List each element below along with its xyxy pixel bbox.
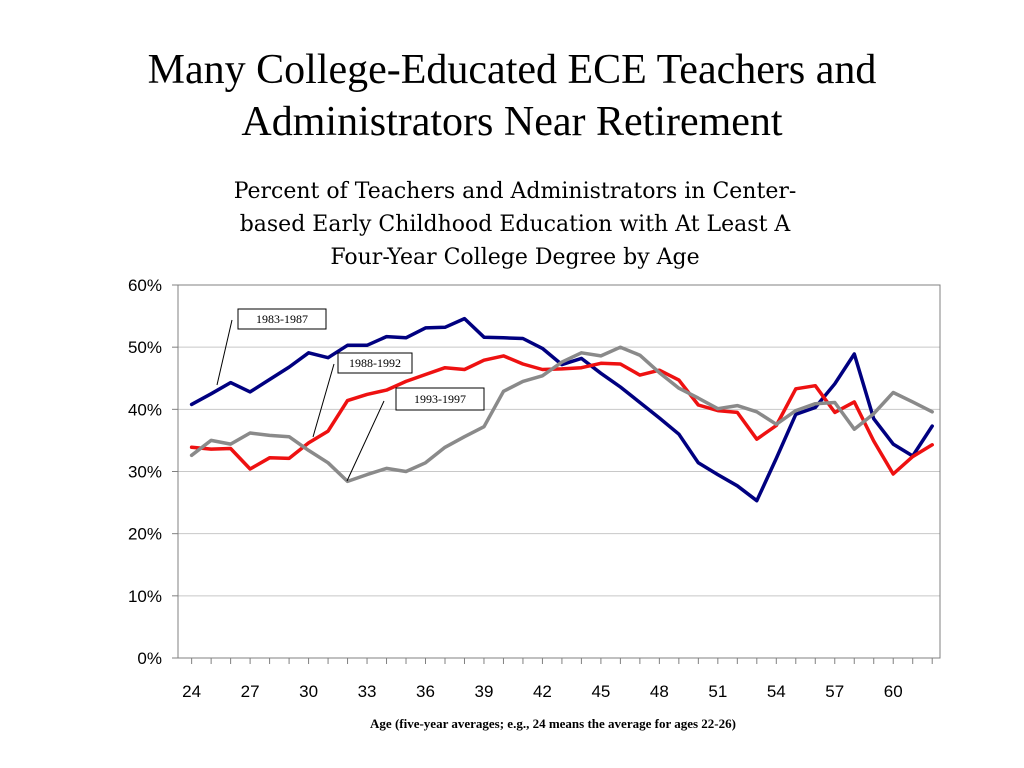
series-line-1993-1997 bbox=[189, 345, 934, 484]
annotation-label-1988-1992: 1988-1992 bbox=[349, 356, 401, 370]
axes: 0% 10% 20% 30% 40% 50% 60% 24 27 30 33 36 39 42 45 48 51… bbox=[128, 276, 933, 701]
gridlines bbox=[178, 346, 940, 597]
y-tick-label: 40% bbox=[128, 400, 162, 419]
slide-title-line-2: Administrators Near Retirement bbox=[241, 99, 783, 145]
y-tick-label: 10% bbox=[128, 587, 162, 606]
chart-title-line-1: Percent of Teachers and Administrators i… bbox=[233, 179, 797, 204]
chart-title: Percent of Teachers and Administrators i… bbox=[170, 175, 860, 274]
slide-title: Many College-Educated ECE Teachers and A… bbox=[0, 44, 1024, 148]
x-tick-label: 24 bbox=[182, 682, 201, 701]
annotation-label-1993-1997: 1993-1997 bbox=[414, 392, 466, 406]
chart-title-line-3: Four-Year College Degree by Age bbox=[330, 245, 700, 270]
annotation-label-1983-1987: 1983-1987 bbox=[256, 312, 308, 326]
x-axis-label: Age (five-year averages; e.g., 24 means … bbox=[370, 716, 736, 731]
series-annotations: 1983-1987 1988-1992 1993-1997 bbox=[216, 308, 485, 482]
annotation-box-1993-1997 bbox=[395, 387, 485, 411]
y-tick-label: 0% bbox=[137, 649, 162, 668]
x-tick-label: 36 bbox=[416, 682, 435, 701]
x-tick-label: 51 bbox=[708, 682, 727, 701]
y-tick-label: 50% bbox=[128, 338, 162, 357]
x-tick-label: 45 bbox=[591, 682, 610, 701]
x-tick-label: 42 bbox=[533, 682, 552, 701]
annotation-box-1988-1992 bbox=[337, 352, 413, 374]
x-tick-label: 39 bbox=[475, 682, 494, 701]
y-tick-label: 60% bbox=[128, 276, 162, 295]
chart-title-line-2: based Early Childhood Education with At … bbox=[239, 212, 791, 237]
annotation-leader-1993-1997 bbox=[346, 400, 385, 482]
slide-title-line-1: Many College-Educated ECE Teachers and bbox=[147, 47, 877, 93]
x-tick-label: 57 bbox=[825, 682, 844, 701]
y-tick-label: 20% bbox=[128, 525, 162, 544]
series-line-1983-1987 bbox=[189, 316, 934, 503]
annotation-leader-1988-1992 bbox=[312, 363, 335, 438]
annotation-leader-1983-1987 bbox=[216, 319, 233, 386]
x-tick-label: 33 bbox=[358, 682, 377, 701]
annotation-box-1983-1987 bbox=[237, 308, 327, 330]
x-tick-label: 60 bbox=[884, 682, 903, 701]
x-tick-label: 27 bbox=[241, 682, 260, 701]
y-tick-label: 30% bbox=[128, 463, 162, 482]
x-tick-label: 54 bbox=[767, 682, 786, 701]
series-line-1988-1992 bbox=[189, 354, 934, 476]
series-lines bbox=[189, 316, 934, 503]
x-tick-label: 48 bbox=[650, 682, 669, 701]
x-tick-label: 30 bbox=[299, 682, 318, 701]
